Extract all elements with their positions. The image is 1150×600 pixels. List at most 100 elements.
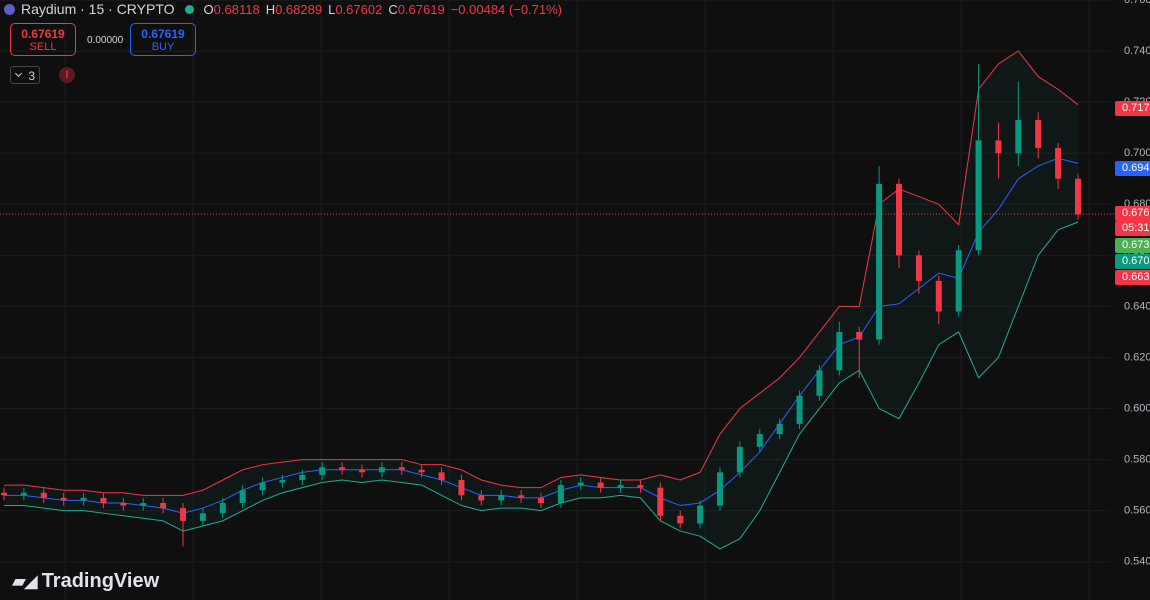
- candle-body: [1075, 178, 1081, 215]
- candle-body: [458, 480, 465, 496]
- ohlc-value: 0.67619: [397, 1, 445, 17]
- candle-body: [478, 495, 485, 501]
- y-tick-label: 0.740: [1124, 45, 1150, 57]
- candle-body: [697, 505, 704, 524]
- candle-body: [100, 497, 107, 503]
- symbol-icon: [4, 3, 15, 15]
- sell-price: 0.67619: [21, 27, 65, 41]
- brand: ▰◢ TradingView: [12, 570, 159, 593]
- candle-body: [279, 480, 286, 483]
- buy-price: 0.67619: [141, 27, 185, 41]
- sell-button[interactable]: 0.67619 SELL: [10, 23, 76, 56]
- candle-body: [1015, 120, 1022, 154]
- y-tick-label: 0.640: [1124, 300, 1150, 312]
- candle-body: [120, 502, 127, 506]
- candle-body: [637, 485, 644, 488]
- price-badge: 0.717: [1115, 101, 1150, 116]
- candle-body: [717, 472, 723, 506]
- candle-body: [816, 370, 823, 396]
- price-badge: 0.673: [1115, 238, 1150, 253]
- y-tick-label: 0.600: [1124, 402, 1150, 414]
- candle-body: [975, 140, 982, 251]
- candle-body: [856, 331, 863, 340]
- y-tick-label: 0.620: [1124, 351, 1150, 363]
- ohlc-value: 0.67602: [335, 1, 383, 17]
- candle-body: [60, 497, 67, 501]
- candle-body: [259, 482, 266, 491]
- spread: 0.00000: [87, 35, 124, 46]
- price-badge: 0.694: [1115, 161, 1150, 176]
- candle-body: [518, 495, 525, 498]
- sell-label: SELL: [29, 41, 57, 53]
- market-status: [184, 4, 194, 14]
- candle-body: [955, 250, 962, 312]
- price-badge: 05:31: [1115, 221, 1150, 236]
- symbol[interactable]: Raydium · 15 · CRYPTO: [21, 1, 175, 17]
- candle-body: [836, 331, 843, 371]
- price-badge: 0.670: [1115, 254, 1150, 269]
- candle-body: [180, 508, 186, 521]
- candle-body: [1035, 120, 1042, 149]
- y-tick-label: 0.580: [1124, 453, 1150, 465]
- candle-body: [557, 485, 564, 503]
- candle-body: [378, 467, 385, 473]
- candle-body: [20, 492, 27, 496]
- candle-body: [657, 487, 664, 516]
- candle-body: [339, 467, 346, 470]
- candle-body: [80, 497, 87, 501]
- buy-label: BUY: [151, 41, 175, 53]
- ohlc-value: 0.68289: [275, 1, 323, 17]
- candle-body: [796, 395, 803, 424]
- ohlc: O0.68118 H0.68289 L0.67602 C0.67619: [204, 2, 451, 17]
- candle-body: [239, 490, 246, 503]
- candle-body: [736, 446, 743, 473]
- ohlc-key: H: [265, 1, 276, 17]
- candle-body: [438, 472, 445, 480]
- brand-logo: ▰◢: [12, 571, 38, 591]
- candle-body: [915, 255, 922, 281]
- candle-body: [995, 140, 1002, 154]
- candle-body: [418, 469, 425, 473]
- candle-body: [40, 492, 47, 498]
- candle-body: [776, 423, 783, 435]
- band-fill: [4, 51, 1078, 549]
- brand-name: TradingView: [41, 570, 160, 592]
- candle-body: [617, 485, 624, 488]
- ohlc-key: L: [328, 1, 336, 17]
- warning-icon[interactable]: !: [59, 67, 75, 83]
- candle-body: [935, 280, 942, 312]
- candle-body: [299, 474, 306, 480]
- candle-body: [756, 434, 763, 447]
- legend-header: Raydium · 15 · CRYPTO O0.68118 H0.68289 L0…: [4, 0, 568, 18]
- ohlc-key: C: [388, 1, 398, 17]
- candle-body: [199, 513, 206, 521]
- candle-body: [398, 467, 405, 470]
- candle-body: [896, 183, 902, 256]
- candle-body: [597, 482, 604, 488]
- candle-body: [498, 495, 505, 501]
- price-badge: 0.676: [1115, 206, 1150, 221]
- candle-body: [577, 482, 584, 486]
- candle-body: [219, 502, 226, 514]
- candle-body: [319, 467, 326, 475]
- candle-body: [876, 183, 883, 340]
- ohlc-key: O: [203, 1, 214, 17]
- candle-body: [359, 469, 365, 473]
- indicators-toggle[interactable]: 3: [10, 66, 40, 84]
- candle-body: [677, 515, 684, 524]
- buy-button[interactable]: 0.67619 BUY: [130, 23, 196, 56]
- candle-body: [1055, 148, 1062, 179]
- candle-body: [1, 492, 7, 496]
- price-badge: 0.663: [1115, 270, 1150, 285]
- y-tick-label: 0.700: [1124, 147, 1150, 159]
- y-tick-label: 0.560: [1124, 505, 1150, 517]
- candle-body: [140, 502, 147, 506]
- y-tick-label: 0.540: [1124, 556, 1150, 568]
- candle-body: [538, 497, 544, 503]
- ohlc-value: 0.68118: [213, 1, 260, 17]
- candle-body: [160, 502, 167, 509]
- y-tick-label: 0.760: [1124, 0, 1150, 6]
